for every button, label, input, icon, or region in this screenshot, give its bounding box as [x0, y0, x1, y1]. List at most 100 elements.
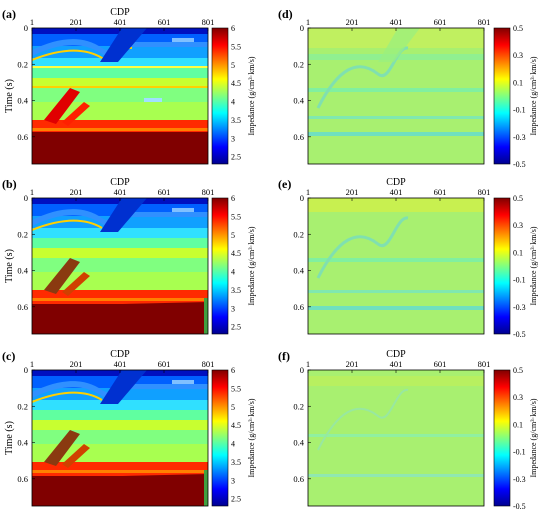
colorbar-label: Impedance (g/cm³·km/s) [529, 398, 538, 477]
panel-label: (d) [278, 7, 293, 21]
colorbar-tick-label: 2.5 [231, 323, 241, 332]
x-axis-label: CDP [110, 349, 130, 360]
y-tick-label: 0.2 [17, 401, 28, 411]
x-axis-label: CDP [110, 7, 130, 18]
x-tick-label: 401 [114, 17, 127, 27]
x-tick-label: 201 [346, 187, 359, 197]
colorbar-tick-label: 3 [231, 134, 235, 143]
colorbar-tick-label: 4.5 [231, 79, 241, 88]
colorbar-tick-label: 0.3 [513, 221, 523, 230]
colorbar-b [211, 197, 229, 335]
x-tick-label: 1 [306, 359, 310, 369]
impedance-section [31, 198, 208, 334]
colorbar-label: Impedance (g/cm³·km/s) [529, 56, 538, 135]
x-tick-label: 201 [346, 17, 359, 27]
y-tick-label: 0.4 [293, 266, 304, 276]
y-tick-label: 0 [300, 193, 304, 203]
colorbar-tick-label: -0.1 [513, 276, 526, 285]
panel-d [307, 27, 485, 165]
y-tick-label: 0.4 [293, 96, 304, 106]
colorbar-f [493, 369, 511, 507]
x-tick-label: 801 [202, 359, 215, 369]
panel-f [307, 369, 485, 507]
x-tick-label: 801 [202, 17, 215, 27]
colorbar-tick-label: 0.5 [513, 366, 523, 375]
y-axis-label: Time (s) [4, 421, 15, 455]
y-axis-label: Time (s) [4, 79, 15, 113]
y-tick-label: 0.2 [17, 229, 28, 239]
colorbar-tick-label: 5 [231, 231, 235, 240]
x-tick-label: 401 [114, 359, 127, 369]
x-tick-label: 401 [390, 17, 403, 27]
colorbar-tick-label: -0.3 [513, 475, 526, 484]
x-tick-label: 601 [158, 359, 171, 369]
panel-label: (f) [278, 349, 290, 363]
x-tick-label: 601 [434, 187, 447, 197]
x-tick-label: 801 [478, 17, 491, 27]
x-axis-label: CDP [386, 177, 406, 188]
colorbar-label: Impedance (g/cm³·km/s) [247, 226, 256, 305]
colorbars [211, 27, 511, 507]
colorbar-tick-label: -0.3 [513, 133, 526, 142]
x-tick-label: 401 [114, 187, 127, 197]
x-tick-label: 1 [30, 359, 34, 369]
x-tick-label: 801 [478, 359, 491, 369]
y-tick-label: 0.6 [17, 302, 28, 312]
y-tick-label: 0 [24, 365, 28, 375]
x-tick-label: 201 [70, 359, 83, 369]
colorbar-tick-label: -0.5 [513, 502, 526, 511]
colorbar-tick-label: 0.1 [513, 248, 523, 257]
residual-section [308, 28, 484, 164]
colorbar-tick-label: 0.1 [513, 78, 523, 87]
colorbar-tick-label: 0.3 [513, 51, 523, 60]
x-tick-label: 201 [70, 187, 83, 197]
panel-label: (b) [2, 177, 17, 191]
colorbar-tick-label: 5.5 [231, 42, 241, 51]
colorbar-tick-label: 4 [231, 440, 235, 449]
x-tick-label: 601 [434, 359, 447, 369]
y-tick-label: 0.2 [17, 59, 28, 69]
y-tick-label: 0.6 [293, 132, 304, 142]
colorbar-tick-label: 0.1 [513, 420, 523, 429]
colorbar-tick-label: 3.5 [231, 458, 241, 467]
y-tick-label: 0.6 [293, 302, 304, 312]
y-tick-label: 0 [24, 193, 28, 203]
panel-e [307, 197, 485, 335]
colorbar-e [493, 197, 511, 335]
panel-b [31, 197, 209, 335]
residual-section [308, 370, 484, 506]
colorbar-tick-label: 4 [231, 268, 235, 277]
panel-label: (a) [2, 7, 16, 21]
colorbar-tick-label: 5 [231, 61, 235, 70]
colorbar-tick-label: 5.5 [231, 384, 241, 393]
colorbar-tick-label: 3.5 [231, 286, 241, 295]
colorbar-c [211, 369, 229, 507]
colorbar-tick-label: 6 [231, 366, 235, 375]
y-tick-label: 0 [300, 365, 304, 375]
colorbar-label: Impedance (g/cm³·km/s) [247, 398, 256, 477]
y-tick-label: 0.6 [17, 474, 28, 484]
x-tick-label: 601 [158, 17, 171, 27]
impedance-section [31, 370, 208, 506]
colorbar-tick-label: 4.5 [231, 421, 241, 430]
y-tick-label: 0.4 [17, 96, 28, 106]
x-axis-label: CDP [386, 349, 406, 360]
panel-a [31, 27, 209, 165]
colorbar-tick-label: 0.5 [513, 194, 523, 203]
colorbar-tick-label: 6 [231, 194, 235, 203]
x-tick-label: 801 [478, 187, 491, 197]
colorbar-tick-label: 6 [231, 24, 235, 33]
colorbar-tick-label: -0.5 [513, 160, 526, 169]
panel-label: (e) [278, 177, 291, 191]
x-tick-label: 401 [390, 359, 403, 369]
y-tick-label: 0 [24, 23, 28, 33]
x-tick-label: 601 [158, 187, 171, 197]
y-tick-label: 0.2 [293, 229, 304, 239]
x-tick-label: 801 [202, 187, 215, 197]
residual-section [308, 198, 484, 334]
colorbar-tick-label: 3 [231, 304, 235, 313]
panel-c [31, 369, 209, 507]
x-tick-label: 201 [346, 359, 359, 369]
